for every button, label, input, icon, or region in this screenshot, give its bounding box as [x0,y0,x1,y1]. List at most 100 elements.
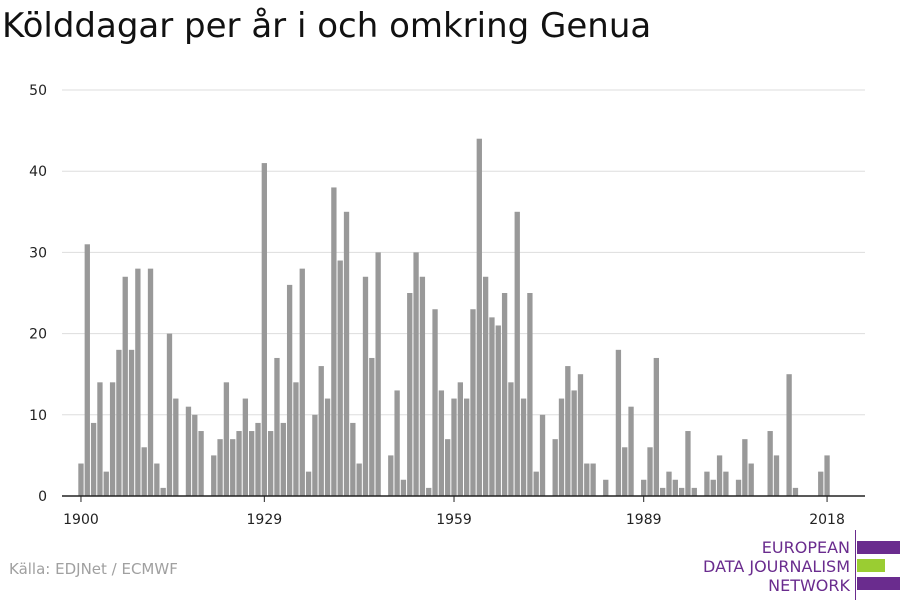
x-tick-label: 1929 [247,512,283,528]
bar-1999 [704,471,710,496]
x-axis: 1900 1929 1959 1989 2018 [62,495,865,528]
bar-1937 [312,414,318,496]
bar-1943 [350,422,356,496]
bar-1965 [489,317,495,496]
bar-1910 [141,447,147,496]
bar-1979 [577,374,584,496]
bar-1909 [135,268,141,496]
bar-1964 [482,276,489,496]
bar-1994 [672,479,678,496]
bar-1930 [267,431,274,496]
bar-1942 [343,211,350,497]
bar-1917 [185,406,192,496]
bar-1973 [539,414,546,496]
bar-1941 [337,260,343,496]
bar-1944 [356,463,362,496]
bar-1952 [407,293,413,496]
source-note: Källa: EDJNet / ECMWF [9,560,178,578]
bar-2004 [735,479,742,496]
bar-1970 [520,398,527,496]
x-tick-label: 1989 [626,512,662,528]
bar-1946 [369,357,375,496]
bar-1989 [641,479,647,496]
bar-1992 [660,487,666,496]
gridlines [62,89,865,416]
logo-bar-2 [857,559,885,572]
x-tick-label: 1900 [63,512,99,528]
bar-chart: 0 10 20 30 40 50 1900 1929 1959 1989 2018 [29,83,865,528]
y-tick-label: 40 [29,164,47,180]
bar-1997 [691,487,697,496]
y-tick-label: 50 [29,83,47,99]
y-axis: 0 10 20 30 40 50 [29,83,47,505]
bar-1980 [584,463,590,496]
bar-1903 [97,382,103,496]
bar-1985 [615,349,622,496]
bar-1963 [476,138,482,496]
bar-1939 [324,398,331,496]
bar-1990 [647,447,653,496]
bar-2018 [824,455,830,496]
bar-1960 [457,382,463,496]
bar-1977 [565,366,571,496]
bar-1923 [223,382,230,496]
bar-1913 [160,487,166,496]
bar-1902 [90,422,97,496]
bar-2000 [710,479,716,496]
bar-1918 [192,414,198,496]
bar-1986 [622,447,628,496]
bar-1971 [527,293,533,496]
bar-1953 [413,252,419,496]
bar-2017 [818,471,824,496]
bar-1976 [558,398,565,496]
bar-1931 [274,357,280,496]
bar-1950 [394,390,400,496]
bar-1938 [318,366,324,496]
bar-1958 [445,439,451,496]
bar-1908 [128,349,135,496]
y-tick-label: 0 [38,489,47,505]
bar-1906 [116,349,122,496]
logo-bar-3 [857,577,900,590]
y-tick-label: 10 [29,408,47,424]
bar-1911 [147,268,154,496]
y-tick-label: 30 [29,245,47,261]
bar-1995 [678,487,685,496]
bar-1907 [122,276,128,496]
bar-1966 [495,325,501,496]
bar-2006 [748,463,754,496]
bar-1962 [470,309,476,496]
bar-1933 [286,284,293,496]
bar-1955 [426,487,432,496]
bar-2001 [716,455,723,496]
bar-1961 [464,398,470,496]
bar-1972 [533,471,539,496]
bar-1924 [230,439,236,496]
logo-line-2: DATA JOURNALISM [703,557,850,576]
bar-1956 [432,309,438,496]
bar-1945 [362,276,369,496]
bar-2009 [767,431,773,496]
bar-1922 [217,439,223,496]
bar-1957 [438,390,445,496]
bar-1921 [211,455,217,496]
logo-line-1: EUROPEAN [761,538,850,557]
x-tick-label: 2018 [809,512,845,528]
bar-1912 [154,463,160,496]
bar-1926 [242,398,249,496]
bar-2002 [723,471,729,496]
bar-1975 [552,439,558,496]
bar-1954 [419,276,426,496]
bar-1959 [451,398,457,496]
chart-title: Kölddagar per år i och omkring Genua [2,6,652,46]
bar-1901 [84,244,90,496]
bar-1936 [305,471,312,496]
bar-1983 [603,479,609,496]
bar-1925 [236,431,242,496]
bar-1981 [590,463,596,496]
bar-1915 [173,398,179,496]
bar-1996 [685,431,691,496]
bar-1940 [331,187,337,496]
bar-1932 [280,422,286,496]
bar-1967 [501,293,508,496]
